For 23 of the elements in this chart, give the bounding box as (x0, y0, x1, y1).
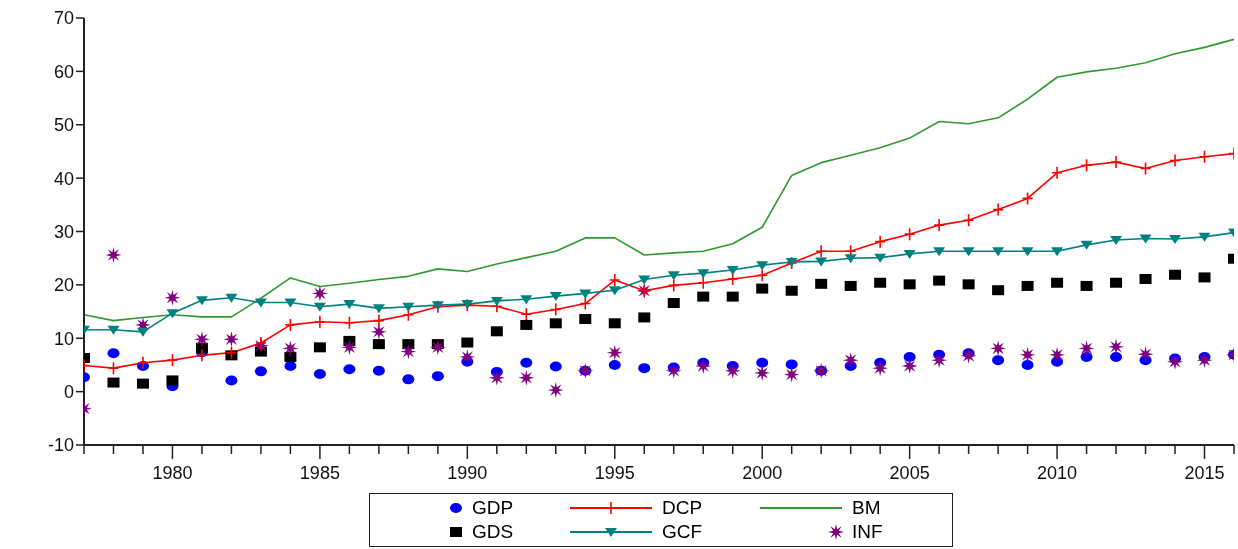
x-tick-label: 2015 (1184, 463, 1225, 483)
y-tick-label: 60 (53, 61, 74, 82)
x-tick-label: 2010 (1037, 463, 1078, 483)
y-tick-label: 0 (63, 382, 74, 403)
y-tick-label: 10 (53, 328, 74, 349)
legend-label: BM (852, 497, 881, 519)
legend-label: INF (852, 521, 883, 543)
x-tick-label: 2005 (889, 463, 930, 483)
y-tick-label: 40 (53, 168, 74, 189)
legend-label: GDS (472, 521, 514, 543)
y-tick-label: 50 (53, 115, 74, 136)
y-tick-label: 70 (53, 8, 74, 29)
x-tick-label: 1985 (299, 463, 340, 483)
legend-label: GDP (472, 497, 514, 519)
legend-label: GCF (662, 521, 703, 543)
y-tick-label: 30 (53, 221, 74, 242)
y-tick-label: 20 (53, 275, 74, 296)
x-tick-label: 1980 (152, 463, 193, 483)
x-tick-label: 1995 (594, 463, 635, 483)
legend-label: DCP (662, 497, 703, 519)
x-tick-label: 2000 (742, 463, 783, 483)
x-tick-label: 1990 (447, 463, 488, 483)
y-tick-label: -10 (47, 435, 74, 456)
